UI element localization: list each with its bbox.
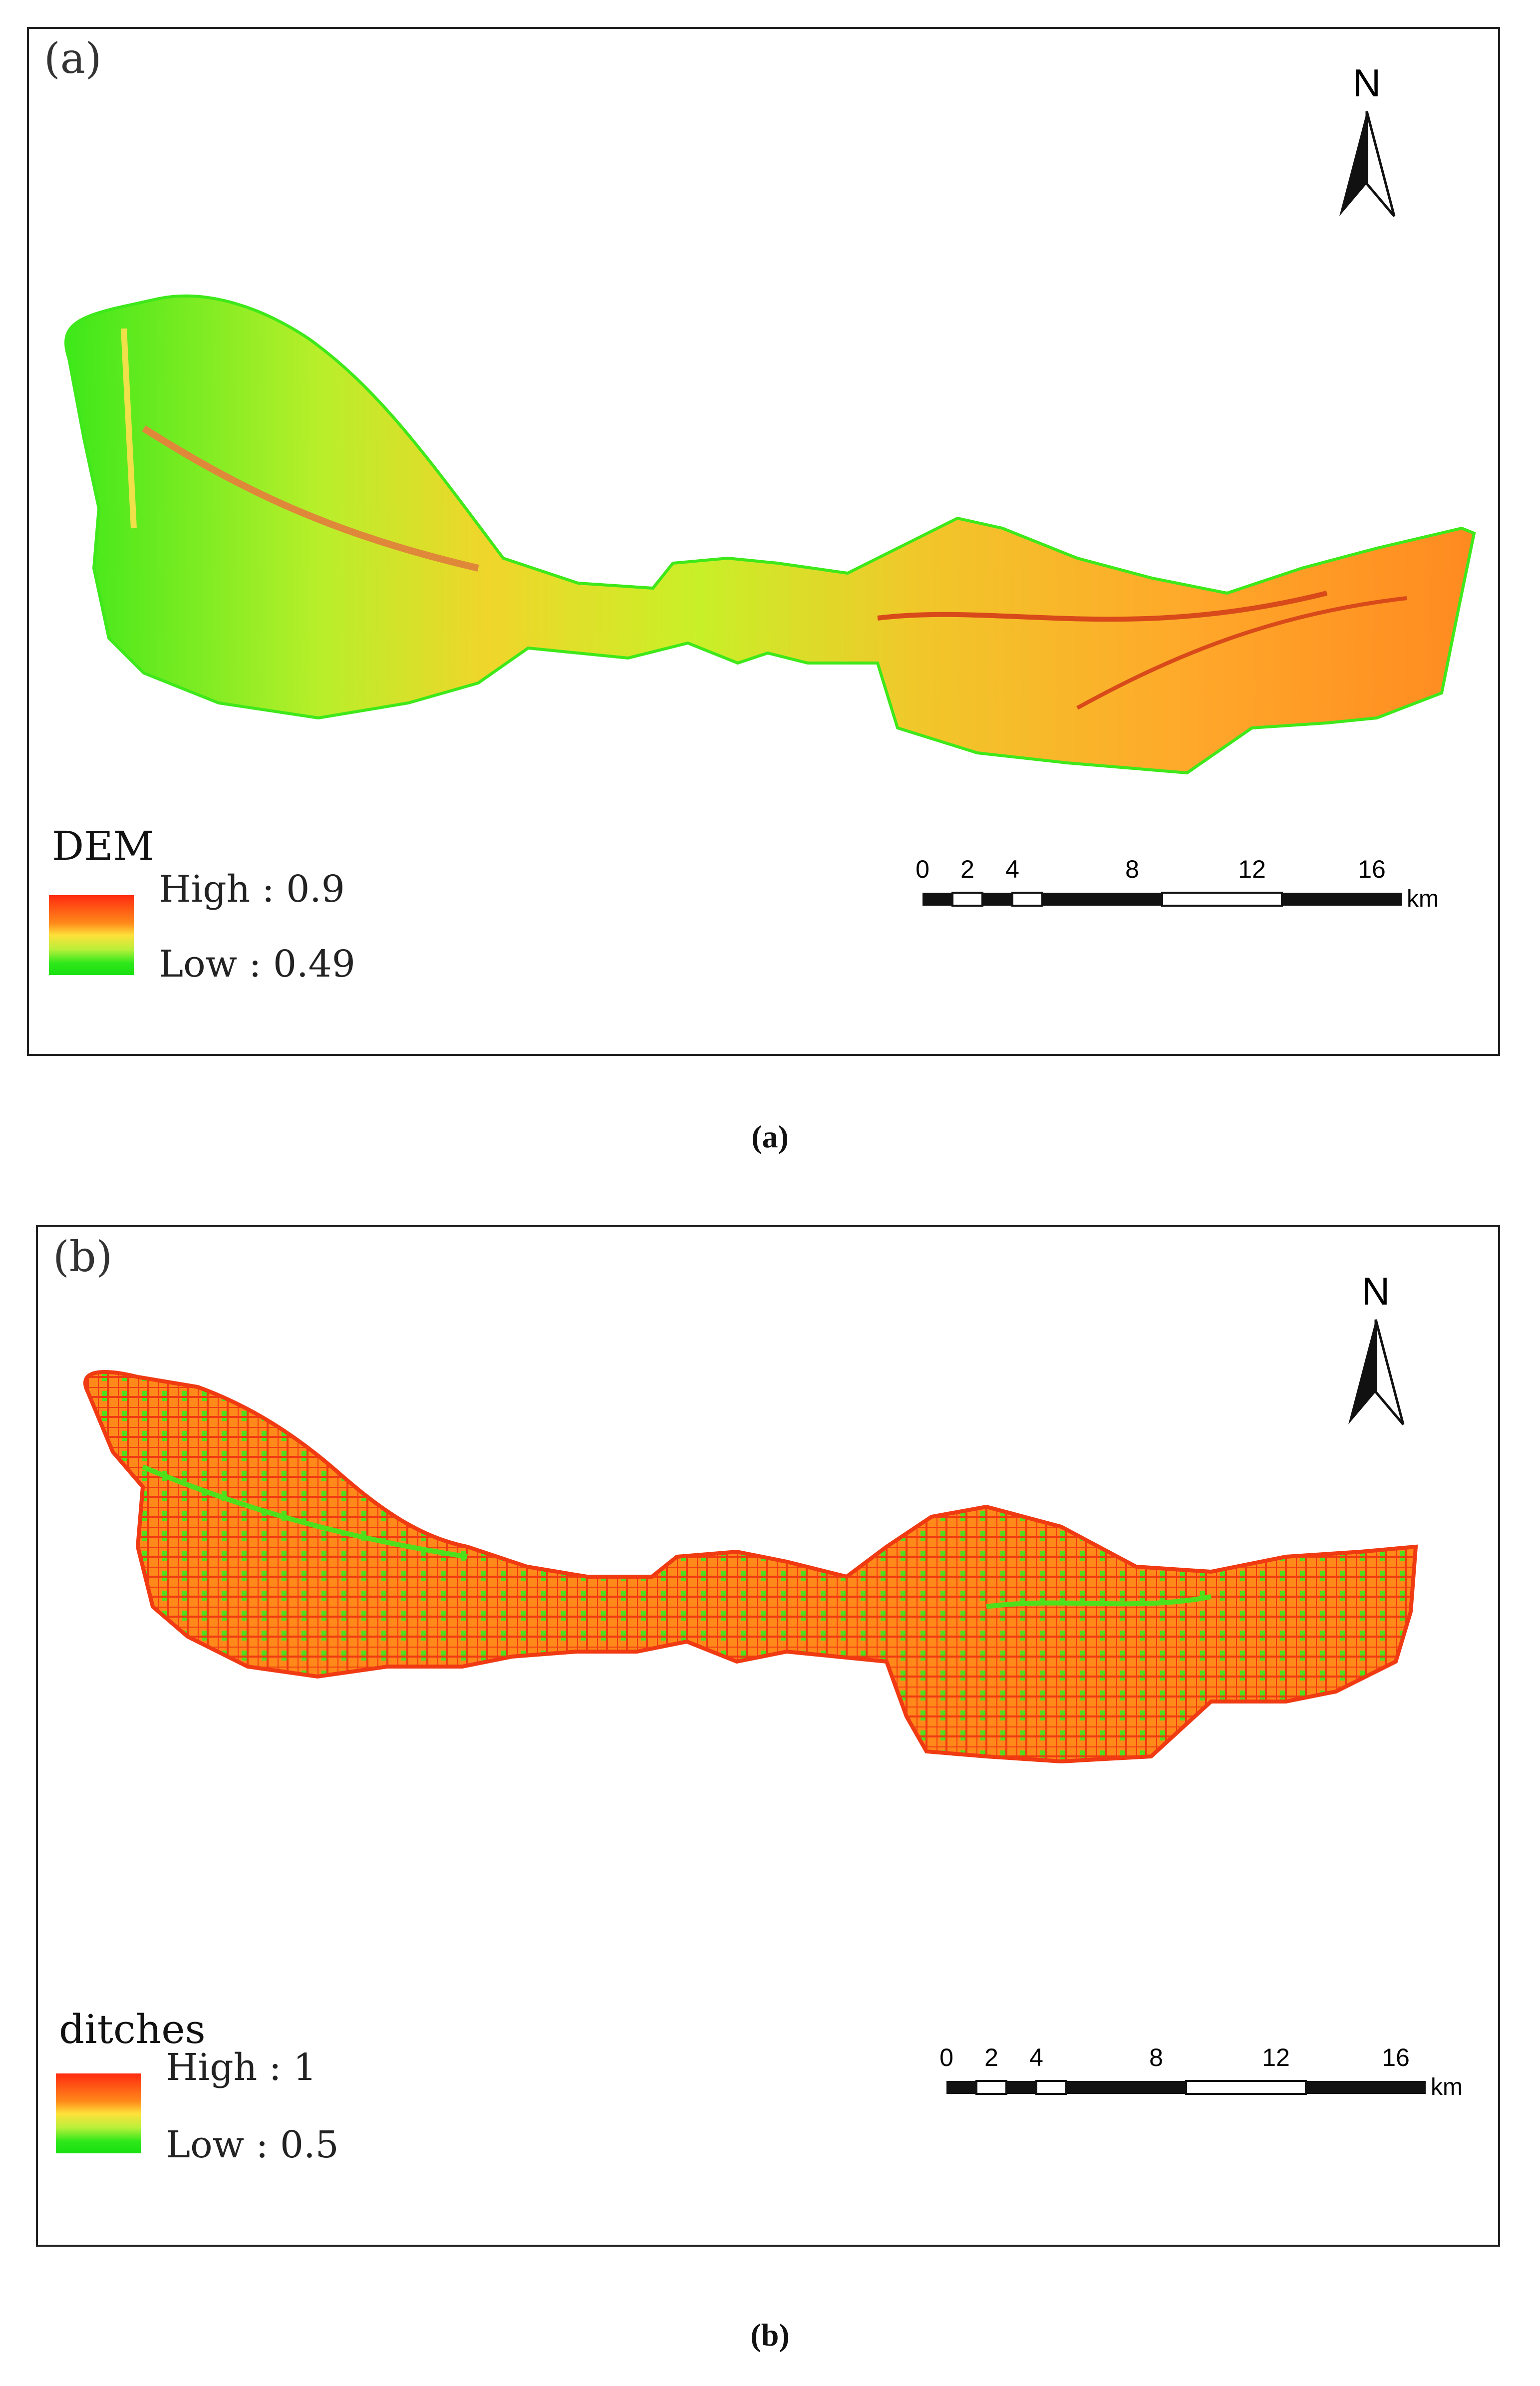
canal-line (1076, 596, 1407, 710)
scale-tick-label: 16 (1358, 855, 1386, 883)
scale-tick-label: 0 (939, 2044, 953, 2071)
panel-label: (a) (44, 34, 102, 83)
canal-line (986, 1594, 1212, 1609)
scale-tick-label: 12 (1238, 855, 1266, 883)
study-area-shape (64, 294, 1476, 775)
scale-bar: 0 2 4 8 12 16 km (916, 855, 1439, 912)
panel-label: (b) (53, 1232, 113, 1281)
canal-line (142, 425, 479, 572)
legend-color-ramp (56, 2073, 141, 2153)
study-area-shape (83, 1370, 1418, 1764)
canal-line (121, 328, 137, 529)
legend-title: ditches (59, 2006, 206, 2052)
figure-caption-b: (b) (750, 2317, 790, 2353)
north-arrow: N (1348, 1269, 1405, 1425)
legend-color-ramp (49, 895, 134, 975)
scale-tick-label: 12 (1262, 2044, 1290, 2071)
scale-unit: km (1431, 2074, 1463, 2100)
north-arrow: N (1339, 61, 1396, 217)
canal-line (142, 1464, 468, 1559)
scale-tick-label: 4 (1005, 855, 1019, 883)
map-panel-a: (a) N DEM High : 0.9 Low : 0.49 (27, 27, 1500, 1056)
ditches-map (83, 1370, 1418, 1764)
legend-title: DEM (52, 823, 154, 869)
north-label: N (1353, 61, 1381, 105)
legend-low-label: Low : 0.49 (159, 943, 355, 986)
legend-high-label: High : 0.9 (159, 868, 345, 911)
scale-tick-label: 8 (1125, 855, 1139, 883)
scale-bar: 0 2 4 8 12 16 km (939, 2044, 1463, 2100)
map-panel-b: (b) N ditches High : 1 Low : 0.5 0 2 4 8… (36, 1225, 1500, 2247)
legend-high-label: High : 1 (166, 2046, 317, 2089)
scale-tick-label: 8 (1149, 2044, 1163, 2071)
legend-low-label: Low : 0.5 (166, 2123, 339, 2166)
north-label: N (1362, 1269, 1390, 1313)
figure-caption-a: (a) (751, 1119, 789, 1154)
scale-unit: km (1407, 886, 1439, 912)
scale-tick-label: 0 (916, 855, 929, 883)
dem-map (64, 294, 1476, 775)
scale-tick-label: 16 (1382, 2044, 1410, 2071)
scale-tick-label: 2 (960, 855, 974, 883)
scale-tick-label: 4 (1029, 2044, 1043, 2071)
scale-tick-label: 2 (984, 2044, 998, 2071)
canal-line (877, 591, 1328, 622)
